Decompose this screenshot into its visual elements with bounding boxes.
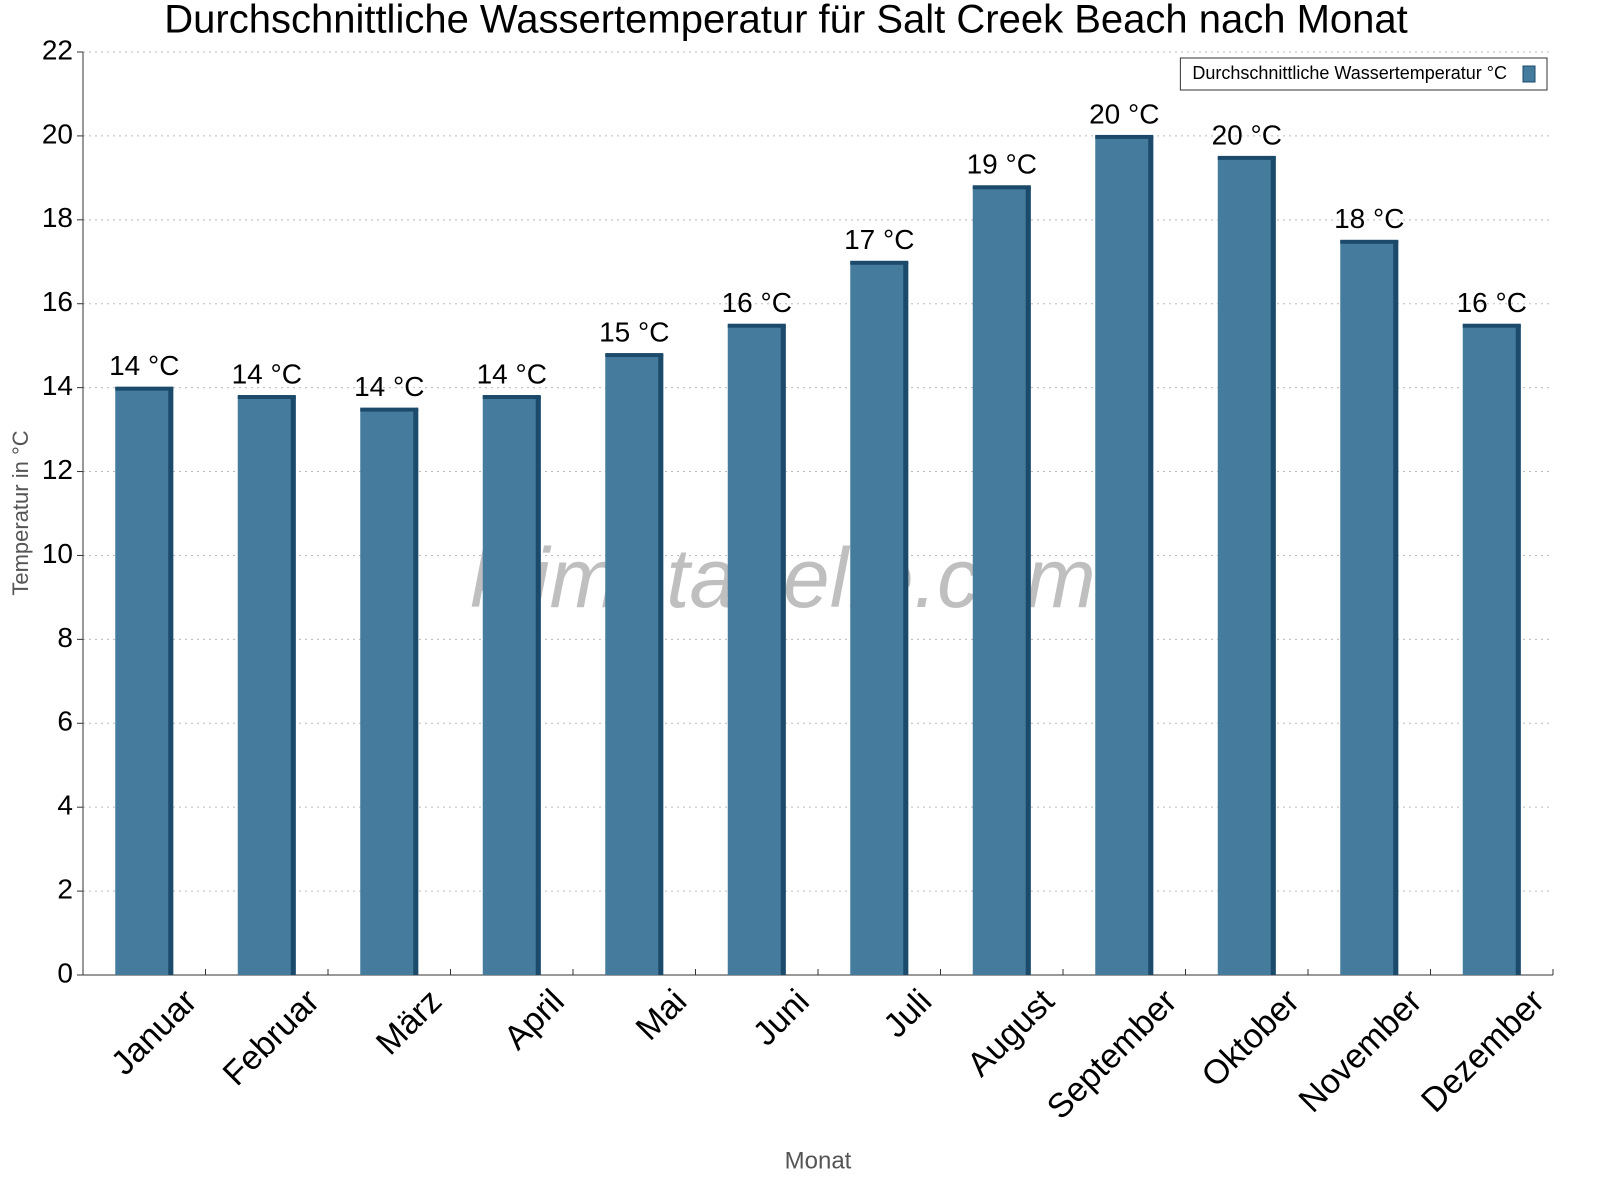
x-tick-label: Januar <box>104 982 204 1082</box>
bar <box>237 396 296 975</box>
y-tick-label: 6 <box>57 706 73 737</box>
data-label: 19 °C <box>967 149 1037 180</box>
bar-top <box>1462 323 1521 328</box>
y-tick-label: 4 <box>57 790 73 821</box>
data-label: 20 °C <box>1212 119 1282 150</box>
legend: Durchschnittliche Wassertemperatur °C <box>1179 57 1548 91</box>
data-label: 14 °C <box>354 371 424 402</box>
chart-title: Durchschnittliche Wassertemperatur für S… <box>164 0 1408 42</box>
x-tick-label: Oktober <box>1194 982 1306 1094</box>
y-tick-label: 18 <box>42 202 73 233</box>
bar <box>1340 240 1399 975</box>
x-tick-label: Dezember <box>1414 982 1552 1120</box>
bar-side <box>780 324 786 975</box>
legend-box <box>1179 57 1548 91</box>
bar-side <box>535 396 541 975</box>
bar-top <box>727 323 786 328</box>
x-tick-label: Juni <box>746 982 817 1053</box>
data-label: 14 °C <box>109 350 179 381</box>
y-tick-label: 0 <box>57 957 73 988</box>
bar <box>482 396 541 975</box>
y-axis-title: Temperatur in °C <box>8 430 33 595</box>
legend-swatch <box>1522 65 1536 83</box>
bar-top <box>115 386 174 391</box>
x-axis-title: Monat <box>785 1147 852 1174</box>
bar-side <box>658 354 664 975</box>
data-label: 14 °C <box>477 358 547 389</box>
data-label: 20 °C <box>1089 98 1159 129</box>
legend-label: Durchschnittliche Wassertemperatur °C <box>1192 63 1507 83</box>
bar <box>605 354 664 975</box>
bar <box>850 261 909 976</box>
bar-side <box>168 387 174 975</box>
bar <box>1462 324 1521 975</box>
y-tick-label: 22 <box>42 34 73 65</box>
data-label: 14 °C <box>232 358 302 389</box>
bar-top <box>1217 155 1276 160</box>
data-label: 16 °C <box>1457 287 1527 318</box>
y-tick-label: 12 <box>42 454 73 485</box>
x-tick-label: August <box>960 982 1062 1084</box>
bar <box>360 408 419 975</box>
data-label: 18 °C <box>1334 203 1404 234</box>
data-label: 15 °C <box>599 316 669 347</box>
bar-top <box>1095 134 1154 139</box>
bar-top <box>482 395 541 400</box>
x-tick-label: Februar <box>216 982 327 1093</box>
bar-side <box>1025 186 1031 976</box>
x-tick-label: Juli <box>876 982 939 1045</box>
x-tick-label: Mai <box>629 982 695 1048</box>
data-label: 16 °C <box>722 287 792 318</box>
bar-top <box>850 260 909 265</box>
x-tick-label: November <box>1291 982 1429 1120</box>
bar-top <box>237 395 296 400</box>
bar <box>1217 156 1276 976</box>
bar-top <box>605 353 664 358</box>
bar-side <box>1270 156 1276 976</box>
y-tick-label: 14 <box>42 370 73 401</box>
bar-top <box>972 185 1031 190</box>
bar-side <box>1515 324 1521 975</box>
bar <box>727 324 786 975</box>
y-tick-label: 8 <box>57 622 73 653</box>
bar-side <box>290 396 296 975</box>
data-label: 17 °C <box>844 224 914 255</box>
y-tick-label: 10 <box>42 538 73 569</box>
y-tick-label: 20 <box>42 118 73 149</box>
bar-top <box>1340 239 1399 244</box>
bar-side <box>1148 135 1154 976</box>
bar <box>1095 135 1154 976</box>
bar-side <box>413 408 419 975</box>
x-tick-label: März <box>369 982 449 1062</box>
y-tick-label: 2 <box>57 873 73 904</box>
x-tick-label: September <box>1040 982 1184 1126</box>
bar-top <box>360 407 419 412</box>
y-tick-label: 16 <box>42 286 73 317</box>
bar-side <box>1393 240 1399 975</box>
bar-side <box>903 261 909 976</box>
bar <box>972 186 1031 976</box>
x-tick-label: April <box>497 982 572 1057</box>
bar <box>115 387 174 975</box>
